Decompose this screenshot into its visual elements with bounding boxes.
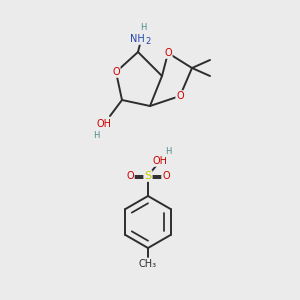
Text: H: H — [93, 131, 99, 140]
Text: H: H — [140, 23, 146, 32]
Text: H: H — [165, 148, 171, 157]
Text: OH: OH — [97, 119, 112, 129]
Text: CH₃: CH₃ — [139, 259, 157, 269]
Text: NH: NH — [130, 34, 144, 44]
Text: OH: OH — [152, 156, 167, 166]
Text: O: O — [162, 171, 170, 181]
Text: 2: 2 — [145, 37, 150, 46]
Text: S: S — [144, 171, 152, 181]
Text: O: O — [126, 171, 134, 181]
Text: O: O — [164, 48, 172, 58]
Text: O: O — [176, 91, 184, 101]
Text: O: O — [112, 67, 120, 77]
